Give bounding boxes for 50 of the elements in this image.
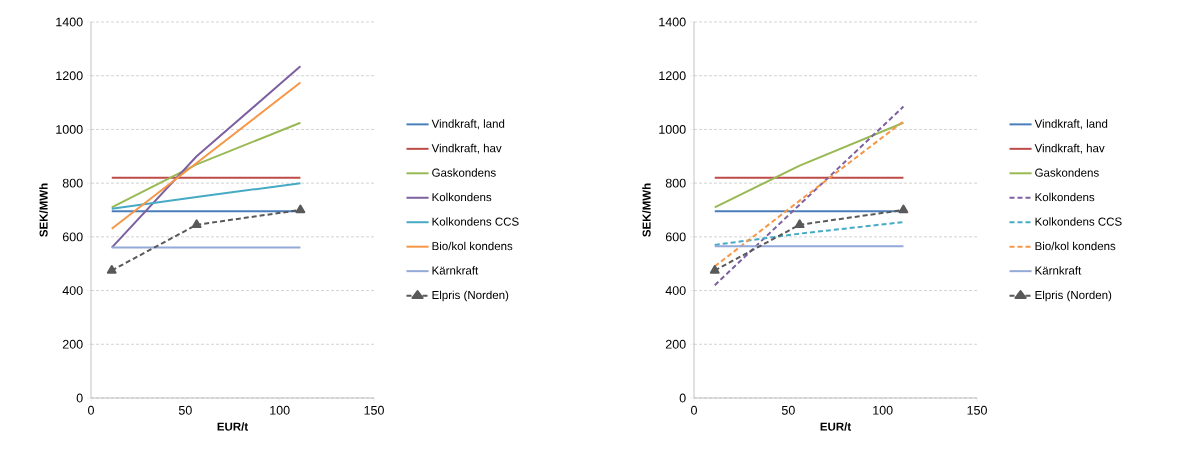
y-tick-label: 800 xyxy=(665,178,686,188)
y-tick-label: 200 xyxy=(665,339,686,349)
legend-label: Kolkondens CCS xyxy=(432,217,519,226)
legend-label: Kolkondens xyxy=(1035,192,1095,202)
y-tick-label: 1200 xyxy=(659,71,686,81)
point xyxy=(191,219,202,229)
legend-label: Vindkraft, hav xyxy=(431,143,502,154)
x-axis-title: EUR/t xyxy=(820,422,852,431)
legend-label: Gaskondens xyxy=(1035,168,1099,177)
y-tick-label: 0 xyxy=(76,393,83,403)
y-tick-label: 0 xyxy=(679,393,686,403)
point xyxy=(794,219,805,229)
legend-label: Kärnkraft xyxy=(432,266,479,275)
y-tick-label: 600 xyxy=(62,232,83,242)
legend-label: Bio/kol kondens xyxy=(1035,241,1116,251)
legend-label: Elpris (Norden) xyxy=(1035,290,1112,302)
x-axis-title: EUR/t xyxy=(217,422,249,431)
legend-label: Gaskondens xyxy=(432,168,496,177)
y-tick-label: 1000 xyxy=(659,124,686,134)
point xyxy=(106,264,117,274)
legend-label: Elpris (Norden) xyxy=(432,290,509,302)
x-tick-label: 100 xyxy=(270,405,290,415)
y-tick-label: 600 xyxy=(665,232,686,242)
y-axis-title: SEK/MWh xyxy=(39,183,48,237)
legend-label: Kärnkraft xyxy=(1035,266,1082,275)
legend-label: Bio/kol kondens xyxy=(432,241,513,251)
x-tick-label: 150 xyxy=(967,405,987,415)
y-axis-title: SEK/MWh xyxy=(642,183,651,237)
y-tick-label: 1400 xyxy=(659,17,686,27)
x-tick-label: 0 xyxy=(88,405,94,415)
x-tick-label: 150 xyxy=(364,405,384,415)
legend-label: Vindkraft, land xyxy=(431,119,505,130)
point xyxy=(709,264,720,274)
y-tick-label: 1200 xyxy=(56,71,83,81)
x-tick-label: 50 xyxy=(781,405,795,415)
x-tick-label: 50 xyxy=(178,405,192,415)
legend-label: Kolkondens xyxy=(432,192,492,202)
y-tick-label: 400 xyxy=(665,286,686,295)
legend-label: Vindkraft, hav xyxy=(1034,143,1105,154)
point xyxy=(898,204,909,214)
legend-label: Kolkondens CCS xyxy=(1035,217,1122,226)
x-tick-label: 100 xyxy=(873,405,893,415)
y-tick-label: 400 xyxy=(62,286,83,295)
y-tick-label: 800 xyxy=(62,178,83,188)
y-tick-label: 200 xyxy=(62,339,83,349)
legend-label: Vindkraft, land xyxy=(1034,119,1108,130)
y-tick-label: 1400 xyxy=(56,17,83,27)
y-tick-label: 1000 xyxy=(56,124,83,134)
point xyxy=(295,204,306,214)
x-tick-label: 0 xyxy=(691,405,697,415)
